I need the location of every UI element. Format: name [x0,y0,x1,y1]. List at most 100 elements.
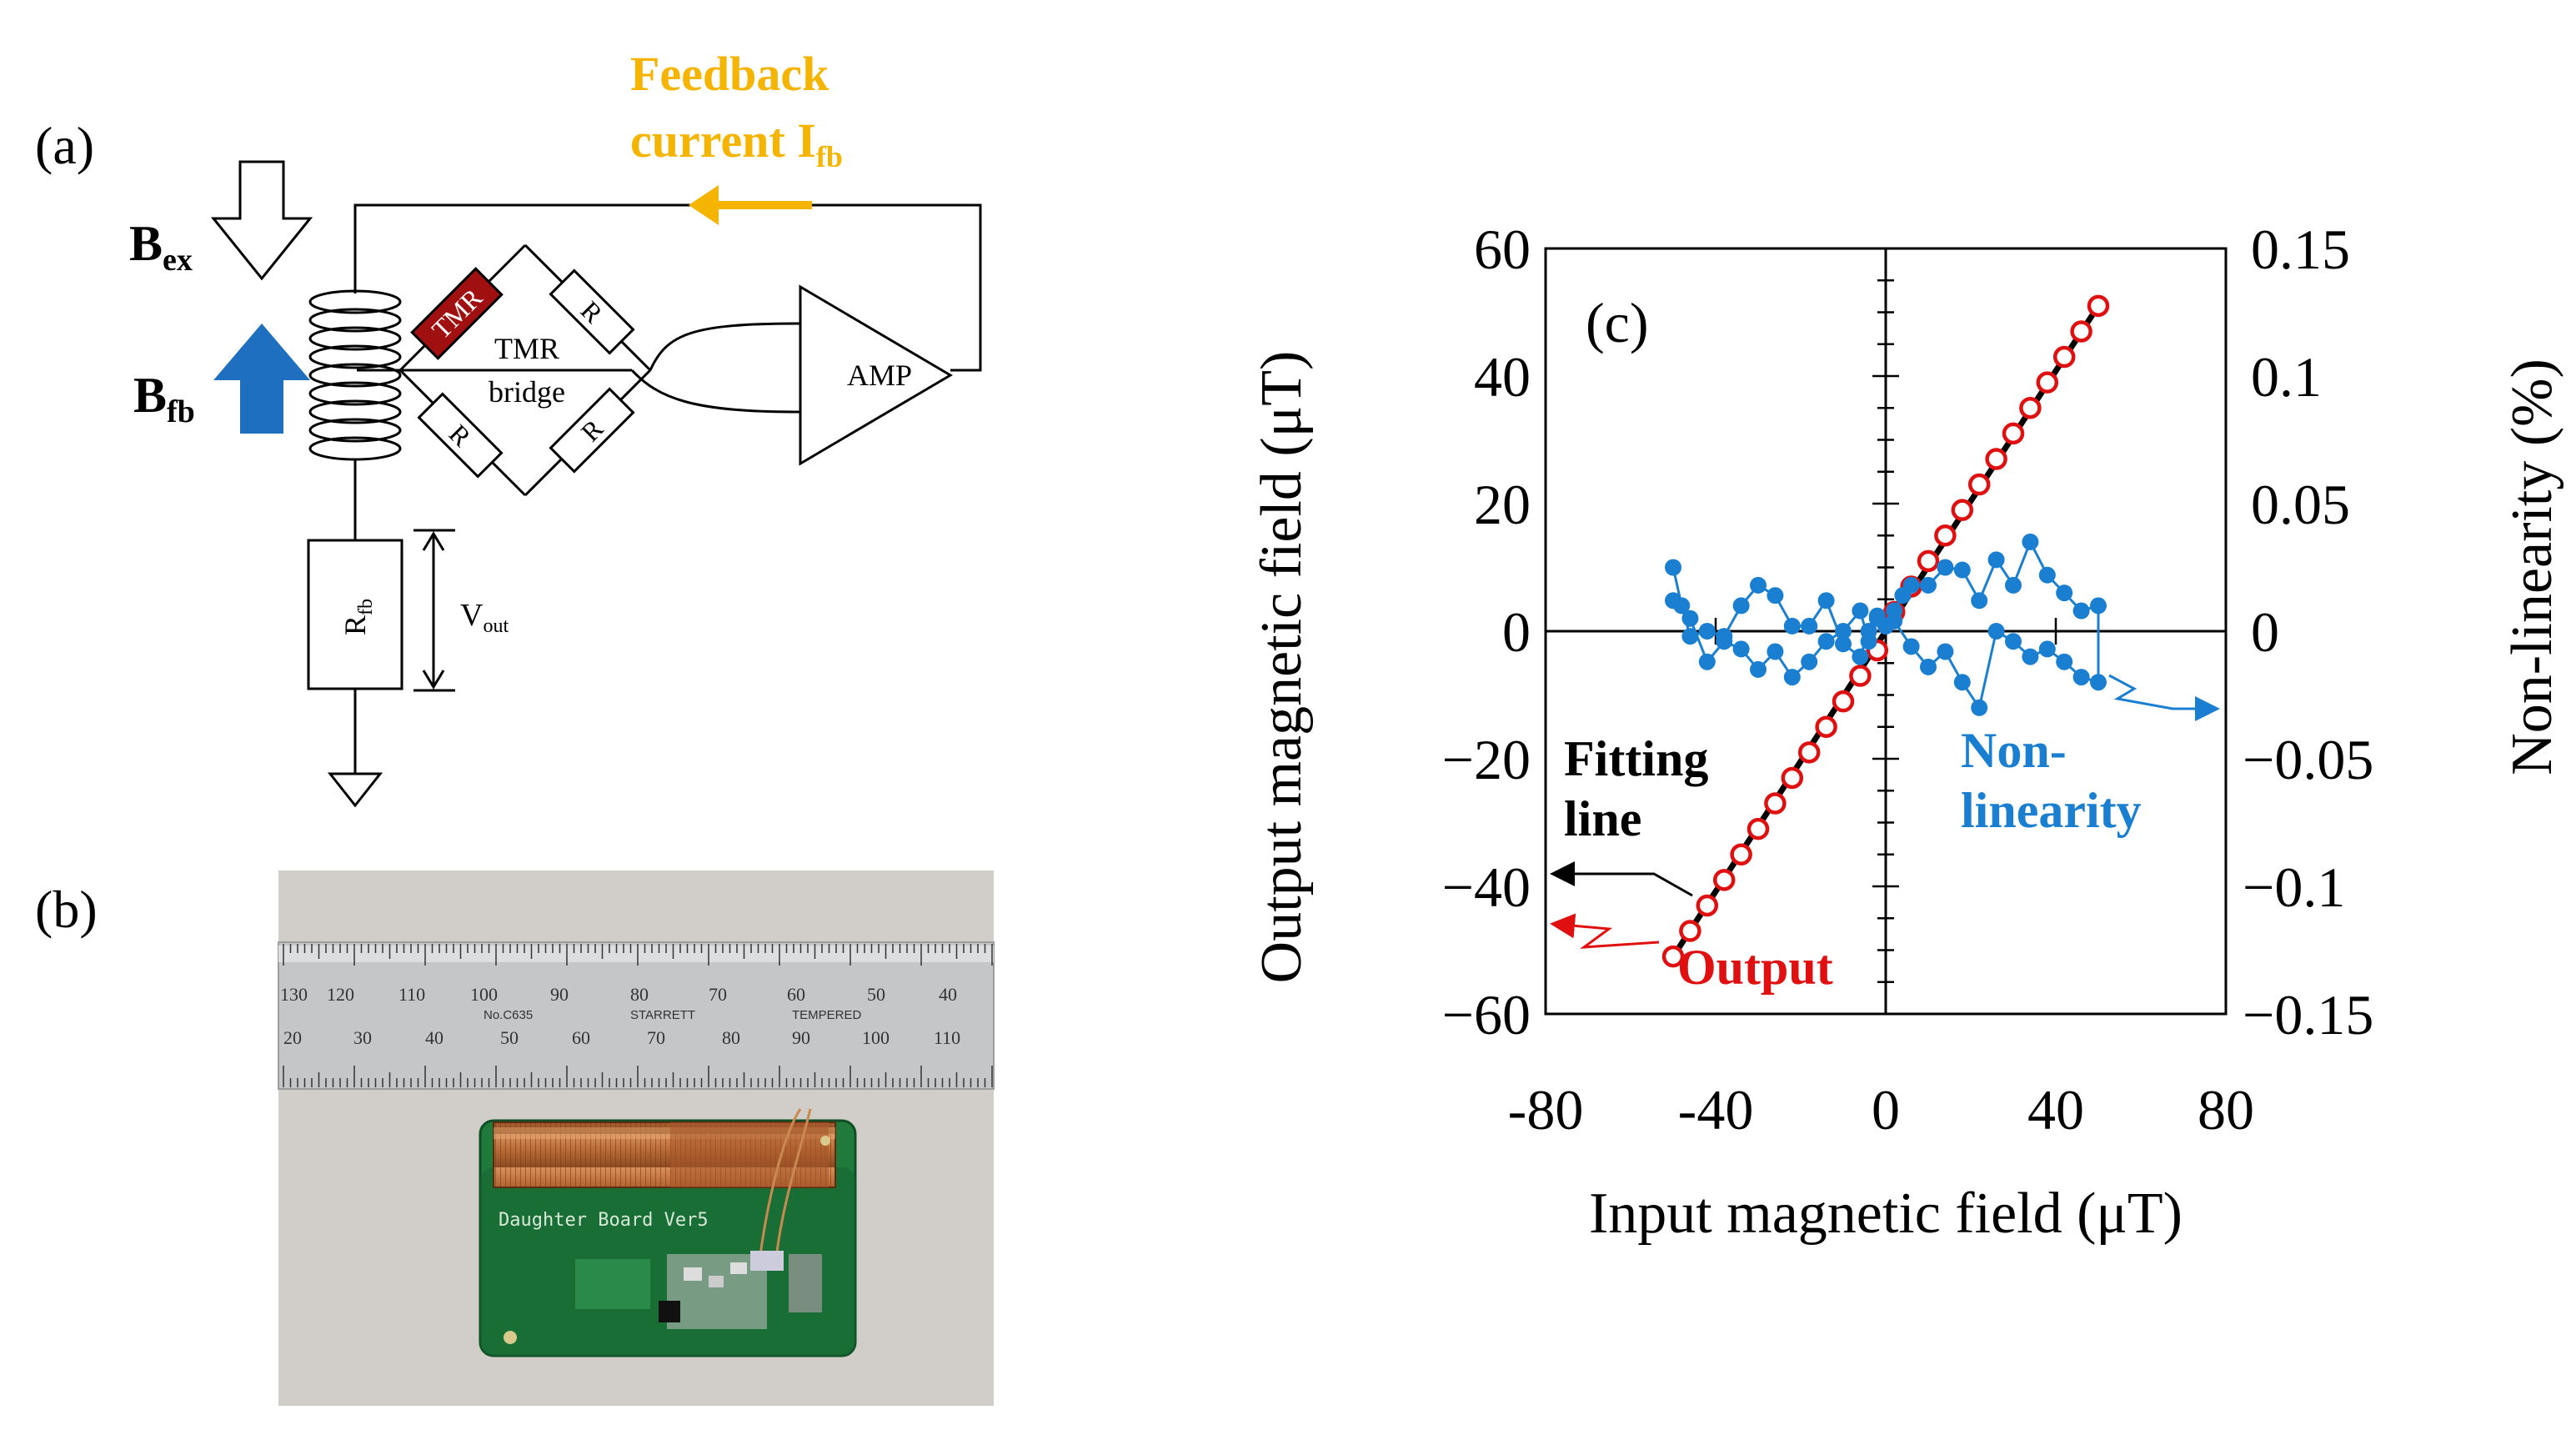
x-tick-label: -80 [1508,1078,1584,1141]
nonlinearity-point [1732,640,1750,658]
nonlinearity-point [2038,566,2056,584]
tmr-bridge-label-line2: bridge [489,375,565,409]
nonlinearity-point [2072,669,2090,686]
annotation-output: Output [1677,940,1833,995]
nonlinearity-point [1767,643,1784,660]
bex-sub: ex [163,243,193,278]
ruler-top-number: 40 [939,984,957,1005]
amplifier-label: AMP [847,359,912,392]
ruler-top-number: 120 [327,984,354,1005]
nonlinearity-point [1665,559,1681,576]
feedback-current-label-line2: current Ifb [630,113,843,173]
nonlinearity-point [2056,653,2073,670]
ruler-bottom-numbers: 20 30 40 50 60 70 80 90 100 110 [283,1027,960,1048]
nonlinearity-point [1920,658,1937,675]
output-point [1747,817,1770,840]
nonlinearity-point [1732,597,1750,615]
output-point [2036,371,2059,394]
y-right-axis-label: Non-linearity (%) [2500,359,2564,775]
y-left-tick-label: 0 [1502,600,1531,664]
output-point [1951,499,1974,521]
ruler-brand: No.C635 STARRETT TEMPERED [484,1008,862,1022]
nonlinearity-point [1681,610,1699,627]
ruler-top-number: 80 [630,984,649,1005]
svg-text:Rfb: Rfb [338,599,377,635]
y-left-tick-label: 60 [1474,218,1531,281]
nonlinearity-point [1698,623,1716,640]
nonlinearity-point [1868,610,1886,627]
ruler-brand-3: TEMPERED [792,1008,862,1022]
bfb-label: Bfb [133,368,195,429]
output-point [1832,690,1855,713]
ruler-top-number: 60 [787,984,805,1005]
nonlinearity-point [1971,699,1988,716]
ruler-top-number: 130 [280,984,308,1005]
output-point [1917,549,1940,573]
ruler-top-number: 100 [470,984,498,1005]
nonlinearity-point [2090,674,2107,691]
nonlinearity-point [2038,640,2056,658]
panel-c-chart: (c) 60 40 20 0 −20 −40 −60 0.15 0.1 0.05… [1250,218,2564,1246]
ruler-bottom-number: 110 [934,1027,960,1048]
output-point [2052,345,2076,369]
board-wire [774,1108,812,1268]
panel-b-label: (b) [35,880,98,939]
nonlinearity-point [1801,653,1818,670]
tmr-bridge-label-line1: TMR [494,332,559,365]
output-point [1797,741,1821,764]
nonlinearity-point [1665,592,1681,610]
annotation-nonlinearity-arrow [2108,674,2220,721]
annotation-fitting-arrow [1550,861,1693,897]
nonlinearity-point [2005,576,2022,594]
ruler-bottom-number: 70 [647,1027,665,1048]
output-point [1764,792,1787,815]
nonlinearity-point [1971,592,1988,610]
nonlinearity-point [1987,551,2005,569]
output-point [1679,920,1701,942]
nonlinearity-point [1937,559,1954,576]
ruler-bottom-number: 20 [283,1027,302,1048]
output-point [1712,869,1736,891]
nonlinearity-point [1987,623,2005,640]
y-left-tick-labels: 60 40 20 0 −20 −40 −60 [1442,218,1531,1046]
ruler-ticks [283,944,993,1087]
resistor-bottom-left: R [417,392,504,479]
y-left-tick-label: −60 [1442,983,1531,1046]
ruler-top-number: 110 [398,984,425,1005]
board-label: Daughter Board Ver5 [499,1210,709,1231]
nonlinearity-point [2072,602,2090,620]
nonlinearity-point [1767,587,1784,605]
nonlinearity-point [1852,602,1869,620]
feedback-current-label-line1: Feedback [630,47,829,101]
nonlinearity-point [2005,633,2022,650]
output-point [2087,294,2110,318]
board-wire [757,1108,802,1268]
ruler-top-numbers: 130 120 110 100 90 80 70 60 50 40 [280,984,957,1005]
nonlinearity-point [1681,628,1699,645]
x-tick-label: -40 [1678,1078,1754,1141]
bex-label: Bex [129,216,193,278]
feedback-coil [308,283,402,540]
nonlinearity-point [2022,648,2039,665]
y-left-axis-label: Output magnetic field (μT) [1250,351,1314,984]
nonlinearity-point [1698,653,1716,670]
nonlinearity-point [2022,533,2039,550]
output-point [1967,473,1991,496]
ruler-bottom-number: 50 [500,1027,519,1048]
nonlinearity-point [2056,585,2073,602]
resistor-top-right: R [549,268,635,355]
rfb-sub: fb [355,599,377,615]
output-point [1849,665,1872,687]
annotation-output-arrow [1550,913,1660,949]
nonlinearity-point [1783,617,1801,635]
output-point [2070,320,2092,343]
panel-a-circuit: (a) Feedback current Ifb Bex Bfb [35,47,982,808]
feedback-current-main: current I [630,113,816,168]
ruler-top-number: 90 [550,984,569,1005]
nonlinearity-point [1835,635,1852,653]
y-right-tick-label: 0.1 [2251,345,2322,409]
vout-indicator [413,529,455,692]
nonlinearity-point [1953,674,1971,691]
amplifier [799,284,953,466]
